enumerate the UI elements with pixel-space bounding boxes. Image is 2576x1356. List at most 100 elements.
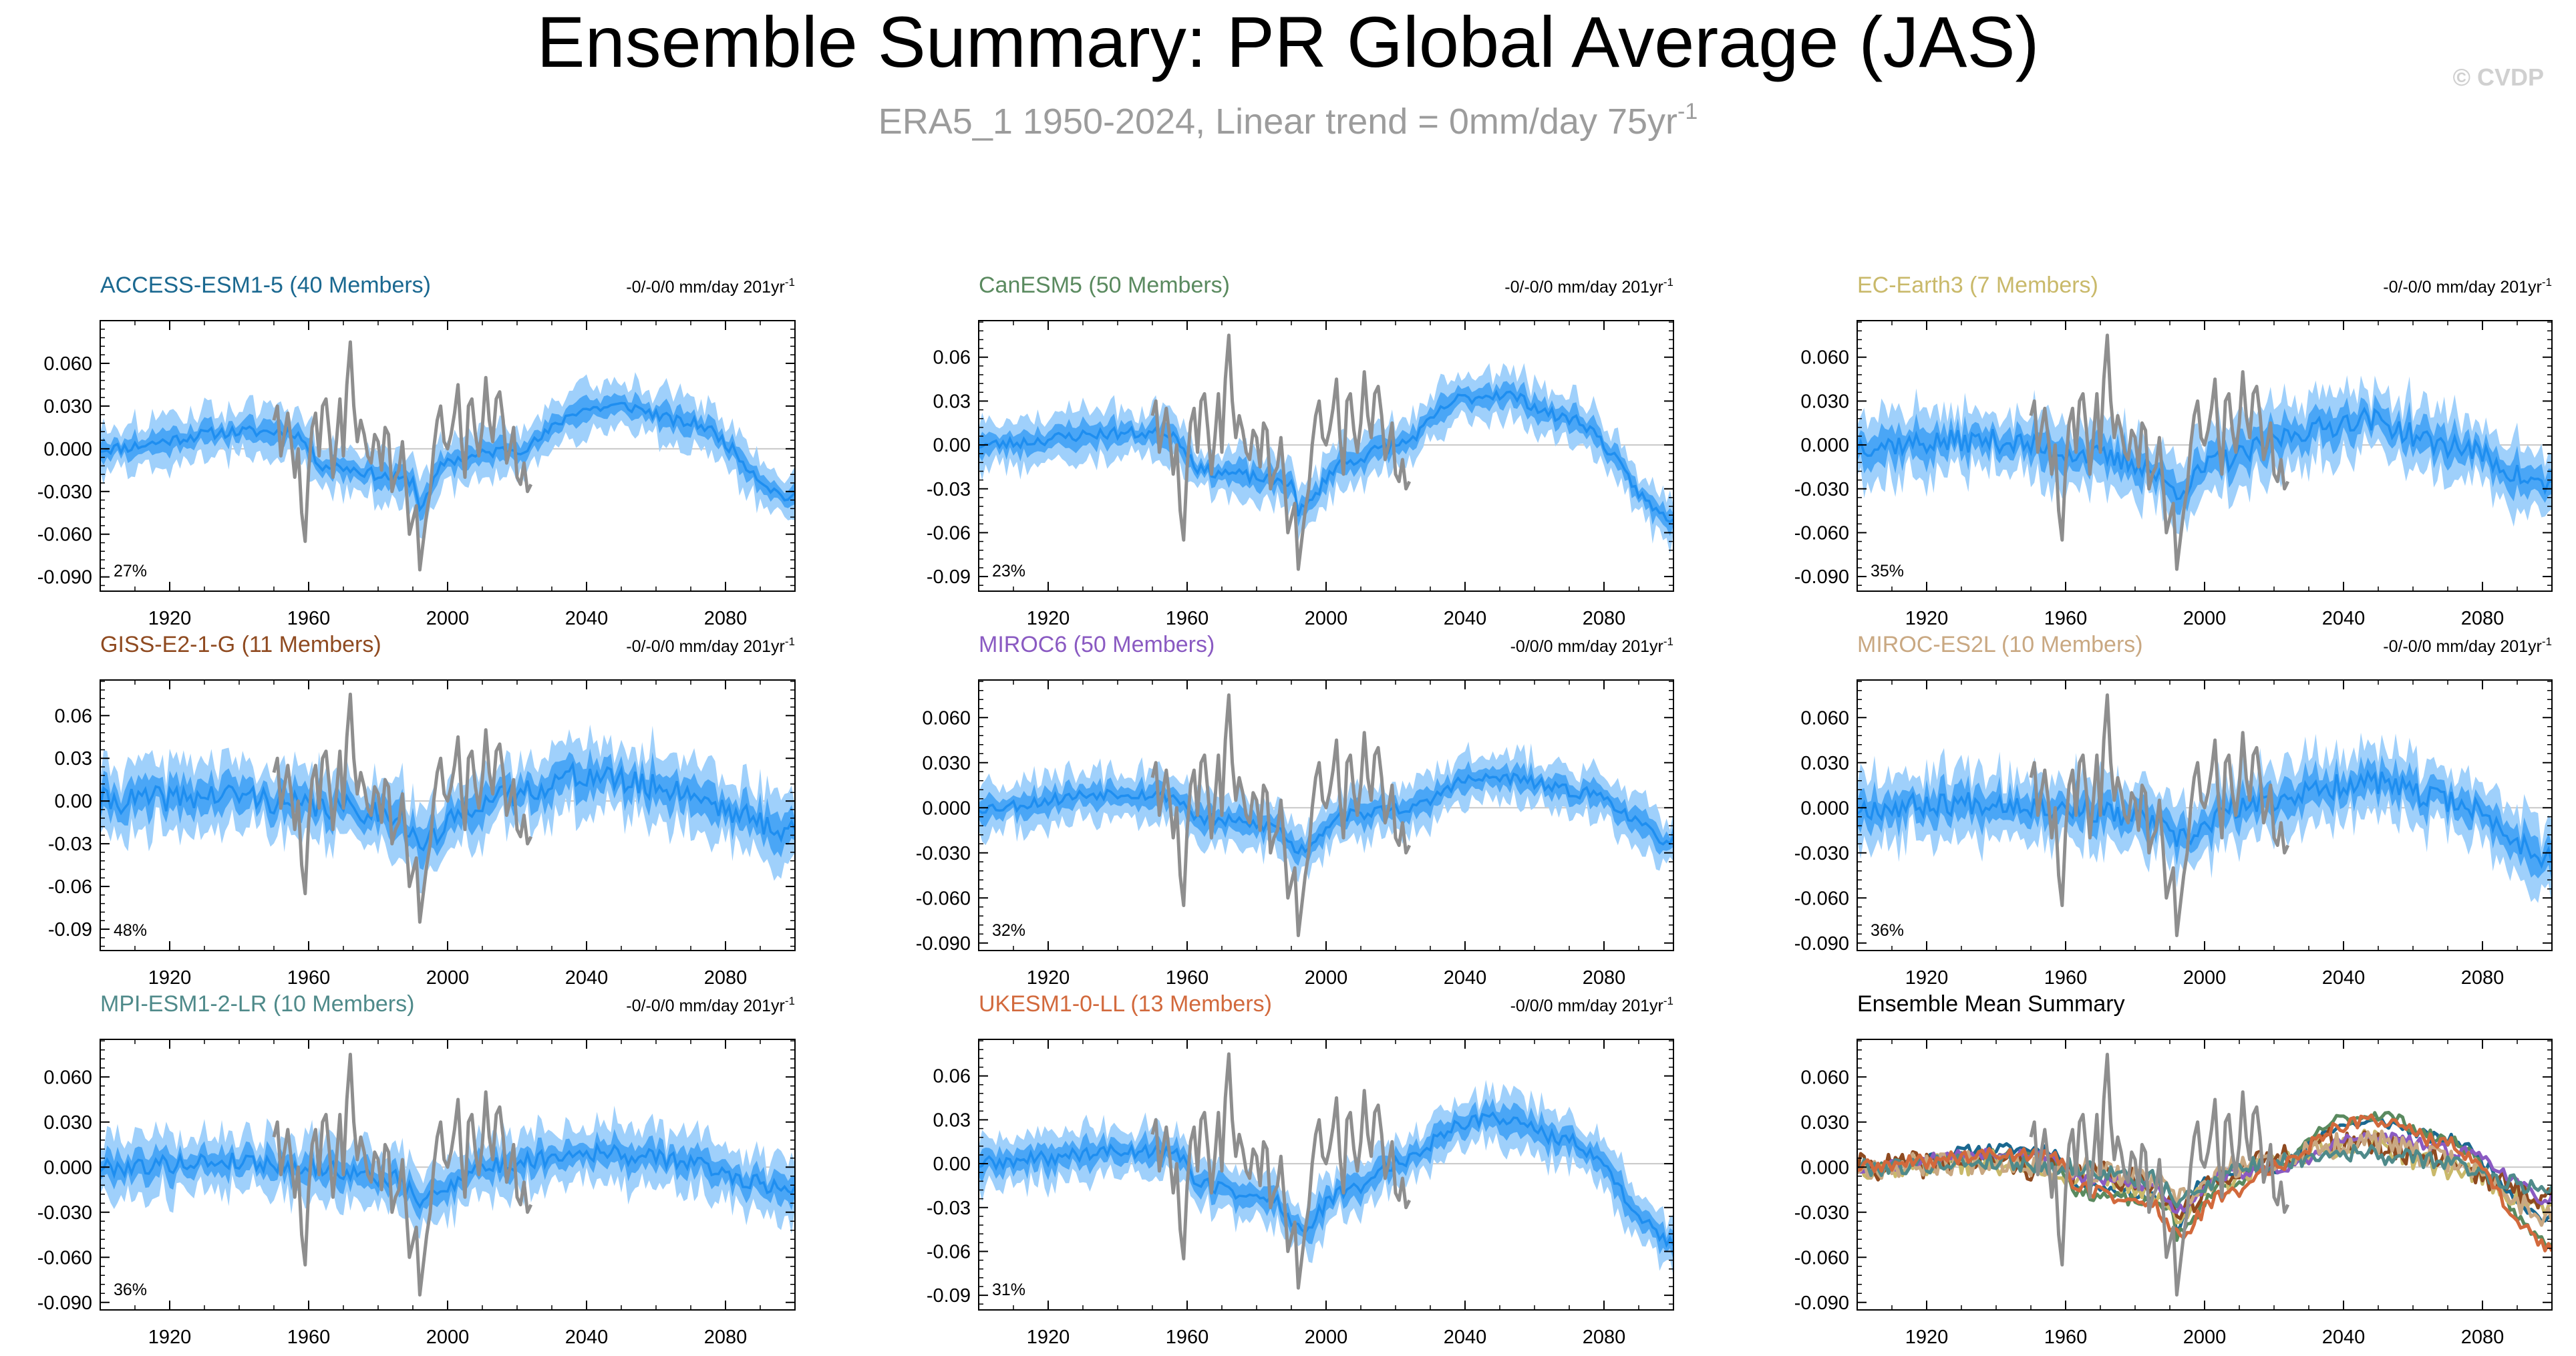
ensemble-mean-line [100,760,795,852]
y-tick-label: -0.090 [1794,1293,1849,1314]
x-tick-label: 1960 [287,608,331,629]
spread-inner-band [1857,394,2552,515]
percent-label: 31% [992,1281,1025,1299]
y-tick-label: 0.060 [1800,347,1849,369]
x-tick-label: 2000 [2183,608,2227,629]
x-tick-label: 1960 [1166,1327,1209,1348]
y-tick-label: -0.06 [927,1241,971,1262]
panel-trend-superscript: -1 [785,995,795,1007]
y-tick-label: -0.060 [1794,1247,1849,1268]
y-tick-label: 0.000 [1800,798,1849,819]
summary-line-ukesm [1857,1113,2552,1252]
y-tick-label: 0.06 [933,1066,971,1087]
panel-title: ACCESS-ESM1-5 (40 Members) [100,273,431,298]
panel-trend-main: -0/-0/0 mm/day 201yr [1504,278,1663,297]
x-tick-label: 1960 [1166,967,1209,989]
y-tick-label: -0.060 [916,888,971,909]
panel-trend-superscript: -1 [1663,995,1673,1007]
y-tick-label: 0.060 [1800,1067,1849,1088]
y-tick-label: -0.030 [37,1202,92,1224]
y-tick-label: -0.030 [916,843,971,864]
y-tick-label: -0.090 [37,1293,92,1314]
percent-label: 23% [992,562,1025,580]
spread-outer-band [979,741,1673,883]
panel-ecearth: EC-Earth3 (7 Members) -0/-0/0 mm/day 201y… [1794,273,2553,629]
plot-area [979,333,1673,571]
panel-trend: -0/-0/0 mm/day 201yr-1 [626,635,795,656]
subtitle-main: ERA5_1 1950-2024, Linear trend = 0mm/day… [878,102,1677,142]
panel-trend-superscript: -1 [1663,635,1673,648]
panel-grid: ACCESS-ESM1-5 (40 Members) -0/-0/0 mm/day… [37,273,2553,1348]
x-tick-label: 2000 [1305,608,1348,629]
x-tick-label: 2080 [2461,1327,2505,1348]
plot-area [1857,693,2552,937]
y-tick-label: 0.030 [43,1112,92,1134]
panel-canesm: CanESM5 (50 Members) -0/-0/0 mm/day 201yr… [927,273,1674,629]
panel-mirocesl: MIROC-ES2L (10 Members) -0/-0/0 mm/day 20… [1794,632,2553,989]
plot-area [100,692,795,924]
y-tick-label: 0.000 [1800,435,1849,456]
x-tick-label: 2080 [704,967,748,989]
panel-title: UKESM1-0-LL (13 Members) [979,991,1272,1017]
observation-line [1150,1052,1412,1290]
panel-access: ACCESS-ESM1-5 (40 Members) -0/-0/0 mm/day… [37,273,796,629]
y-tick-label: 0.060 [1800,707,1849,729]
ensemble-mean-line [1857,406,2552,500]
percent-label: 27% [114,562,147,580]
x-tick-label: 2080 [2461,967,2505,989]
x-tick-label: 2000 [2183,967,2227,989]
y-tick-label: 0.000 [922,798,971,819]
x-tick-label: 2000 [2183,1327,2227,1348]
x-tick-label: 1960 [287,967,331,989]
y-tick-label: -0.090 [1794,933,1849,955]
panel-trend-superscript: -1 [2542,276,2552,289]
y-tick-label: 0.03 [933,1110,971,1131]
panel-summary: Ensemble Mean Summary 0.060 0.030 0.000 -0.0… [1794,991,2553,1348]
y-tick-label: -0.060 [1794,522,1849,544]
x-tick-label: 1960 [2044,967,2088,989]
x-tick-label: 1920 [1027,608,1070,629]
observation-line [272,340,533,572]
plot-area [100,1053,795,1297]
y-tick-label: -0.090 [37,567,92,588]
panel-title: EC-Earth3 (7 Members) [1857,273,2098,298]
panel-trend-main: -0/0/0 mm/day 201yr [1510,637,1663,656]
x-tick-label: 1960 [2044,608,2088,629]
x-tick-label: 1960 [1166,608,1209,629]
observation-line [1150,693,1412,937]
y-tick-label: 0.030 [1800,753,1849,774]
subtitle-superscript: -1 [1677,99,1698,124]
panel-trend-superscript: -1 [785,635,795,648]
panel-title: MIROC6 (50 Members) [979,632,1215,657]
y-tick-label: -0.030 [37,482,92,503]
panel-trend: -0/-0/0 mm/day 201yr-1 [2383,635,2552,656]
spread-inner-band [100,391,795,522]
x-tick-label: 2040 [2322,967,2366,989]
y-tick-label: 0.00 [933,435,971,456]
y-tick-label: -0.06 [48,876,92,898]
x-tick-label: 2040 [565,608,609,629]
observation-line [2029,333,2290,571]
y-tick-label: 0.060 [43,353,92,375]
spread-inner-band [100,748,795,870]
y-tick-label: -0.060 [37,524,92,546]
x-tick-label: 2040 [565,1327,609,1348]
y-tick-label: -0.030 [1794,843,1849,864]
spread-outer-band [979,1079,1673,1277]
panel-miroc6: MIROC6 (50 Members) -0/0/0 mm/day 201yr-1… [916,632,1674,989]
x-tick-label: 1960 [287,1327,331,1348]
plot-area [1857,333,2552,571]
x-tick-label: 2000 [426,967,470,989]
x-tick-label: 1920 [1027,1327,1070,1348]
ensemble-mean-line [100,401,795,512]
figure-title: Ensemble Summary: PR Global Average (JAS… [537,1,2040,82]
y-tick-label: -0.030 [1794,479,1849,500]
y-tick-label: 0.00 [933,1154,971,1175]
spread-inner-band [100,1129,795,1220]
observation-line [2029,693,2290,937]
panel-title: MIROC-ES2L (10 Members) [1857,632,2143,657]
spread-inner-band [979,381,1673,536]
y-tick-label: 0.000 [1800,1157,1849,1178]
x-tick-label: 2000 [426,1327,470,1348]
